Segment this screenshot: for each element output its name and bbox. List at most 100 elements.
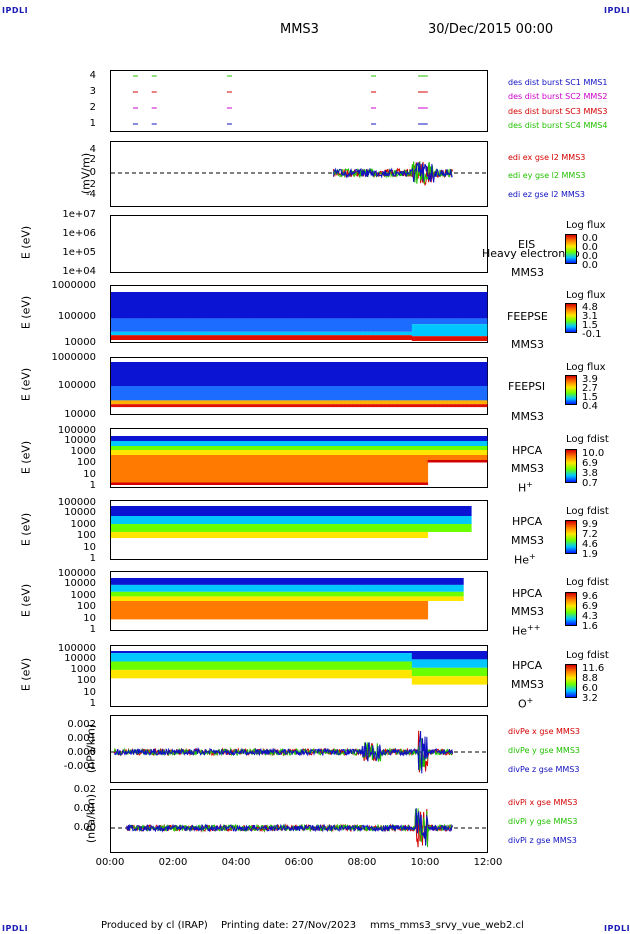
feepse-spectrum-cell	[479, 292, 484, 319]
hpca-hepp-spectrum-cell	[312, 591, 318, 597]
feepsi-spectrum-cell	[356, 400, 361, 405]
hpca-o-spectrum-cell	[118, 661, 124, 670]
feepsi-spectrum-cell	[115, 362, 120, 386]
feepsi-spectrum-cell	[396, 400, 401, 405]
feepse-spectrum-cell	[126, 318, 132, 332]
hpca-h-spectrum-cell	[166, 450, 171, 455]
feepse-spectrum-cell	[435, 324, 440, 337]
hpca-h-spectrum-cell	[245, 455, 250, 483]
feepse-spectrum-cell	[475, 318, 480, 325]
hpca-hepp-spectrum-cell	[336, 584, 341, 592]
hpca-he-spectrum-cell	[399, 516, 405, 524]
hpca-hepp-spectrum-cell	[115, 578, 120, 585]
hpca-h-spectrum-cell	[348, 436, 353, 441]
hpca-h-spectrum-cell	[467, 441, 472, 446]
x-axis-tick: 04:00	[221, 857, 251, 868]
feepsi-spectrum-cell	[186, 362, 191, 386]
feepse-spectrum-cell	[324, 318, 330, 332]
feepse-spectrum-cell	[269, 318, 274, 332]
hpca-he-spectrum-cell	[356, 524, 361, 532]
hpca-hepp-spectrum-cell	[312, 596, 318, 601]
hpca-he-spectrum-cell	[380, 524, 385, 532]
feepse-spectrum-cell	[471, 318, 476, 325]
feepse-spectrum-cell	[249, 318, 254, 332]
hpca-o-spectrum-cell	[209, 651, 215, 654]
divpi-series-line	[126, 808, 453, 846]
hpca-h-spectrum-cell	[186, 482, 191, 485]
hpca-h-spectrum-cell	[115, 455, 120, 483]
feepse-spectrum-cell	[399, 331, 405, 336]
hpca-h-spectrum-cell	[166, 436, 171, 441]
hpca-h-spectrum-cell	[459, 450, 464, 455]
feepse-spectrum-cell	[186, 292, 191, 319]
hpca-o-spectrum-cell	[475, 667, 480, 677]
feepsi-spectrum-cell	[419, 362, 425, 386]
hpca-hepp-spectrum-cell	[221, 596, 227, 601]
hpca-hepp-spectrum-cell	[431, 578, 436, 585]
feepse-spectrum-cell	[297, 292, 302, 319]
hpca-hepp-spectrum-cell	[146, 596, 151, 601]
hpca-he-spectrum-cell	[316, 532, 322, 538]
feepsi-spectrum-cell	[194, 404, 199, 408]
feepse-spectrum-cell	[241, 318, 246, 332]
hpca-hepp-spectrum-cell	[281, 578, 286, 585]
feepsi-spectrum-cell	[423, 362, 429, 386]
hpca-he-spectrum-cell	[118, 506, 124, 516]
hpca-h-spectrum-cell	[415, 436, 421, 441]
hpca-hepp-spectrum-cell	[364, 591, 369, 597]
feepsi-spectrum-cell	[372, 362, 377, 386]
hpca-h-spectrum-cell	[273, 450, 278, 455]
hpca-hepp-spectrum-cell	[443, 596, 448, 601]
hpca-o-spectrum-cell	[221, 669, 227, 679]
hpca-h-spectrum-cell	[312, 450, 318, 455]
feepse-spectrum-cell	[182, 335, 187, 340]
hpca-h-spectrum-cell	[297, 436, 302, 441]
hpca-hepp-spectrum-cell	[237, 591, 243, 597]
hpca-he-spectrum-cell	[423, 524, 429, 532]
hpca-hepp-spectrum-cell	[344, 596, 349, 601]
hpca-o-spectrum-cell	[447, 659, 452, 668]
hpca-he-spectrum-cell	[225, 516, 231, 524]
hpca-hepp-spectrum-cell	[455, 591, 460, 597]
feepse-spectrum-cell	[194, 318, 199, 332]
hpca-o-spectrum-cell	[174, 669, 179, 679]
feepsi-spectrum-cell	[170, 400, 175, 405]
hpca-h-spectrum-cell	[443, 455, 448, 460]
hpca-hepp-spectrum-cell	[411, 578, 417, 585]
hpca-he-spectrum-cell	[142, 516, 148, 524]
hpca-o-spectrum-cell	[324, 661, 330, 670]
hpca-h-spectrum-cell	[483, 446, 488, 450]
feepse-spectrum-cell	[340, 318, 345, 332]
hpca-he-spectrum-cell	[297, 516, 302, 524]
hpca-h-spectrum-cell	[178, 482, 183, 485]
hpca-hepp-spectrum-cell	[340, 584, 345, 592]
hpca-h-spectrum-cell	[281, 441, 286, 446]
hpca-o-spectrum-cell	[229, 651, 235, 654]
feepse-spectrum-cell	[186, 318, 191, 332]
hpca-o-spectrum-cell	[459, 651, 464, 660]
hpca-o-spectrum-cell	[257, 653, 262, 662]
hpca-o-spectrum-cell	[174, 651, 179, 654]
hpca-he-spectrum-cell	[344, 516, 349, 524]
hpca-hepp-spectrum-cell	[364, 584, 369, 592]
feepse-spectrum-cell	[471, 324, 476, 337]
feepse-spectrum-cell	[443, 292, 448, 319]
hpca-h-spectrum-cell	[340, 455, 345, 483]
hpca-hepp-spectrum-cell	[261, 596, 266, 601]
hpca-h-cbar-title: Log fdist	[566, 434, 609, 445]
hpca-he-spectrum-cell	[396, 506, 401, 516]
hpca-h-spectrum-cell	[423, 446, 429, 450]
hpca-h-spectrum-cell	[221, 482, 227, 485]
feepsi-spectrum-cell	[229, 386, 235, 401]
feepsi-spectrum-cell	[194, 400, 199, 405]
feepse-spectrum-cell	[419, 318, 425, 325]
feepse-spectrum-cell	[451, 318, 456, 325]
hpca-hepp-spectrum-cell	[186, 578, 191, 585]
hpca-o-spacecraft: MMS3	[511, 678, 544, 691]
hpca-o-spectrum-cell	[174, 653, 179, 662]
feepsi-spectrum-cell	[126, 362, 132, 386]
feepse-spectrum-cell	[229, 335, 235, 340]
feepsi-spectrum-cell	[126, 400, 132, 405]
hpca-h-spectrum-cell	[435, 441, 440, 446]
hpca-hepp-spectrum-cell	[352, 584, 357, 592]
